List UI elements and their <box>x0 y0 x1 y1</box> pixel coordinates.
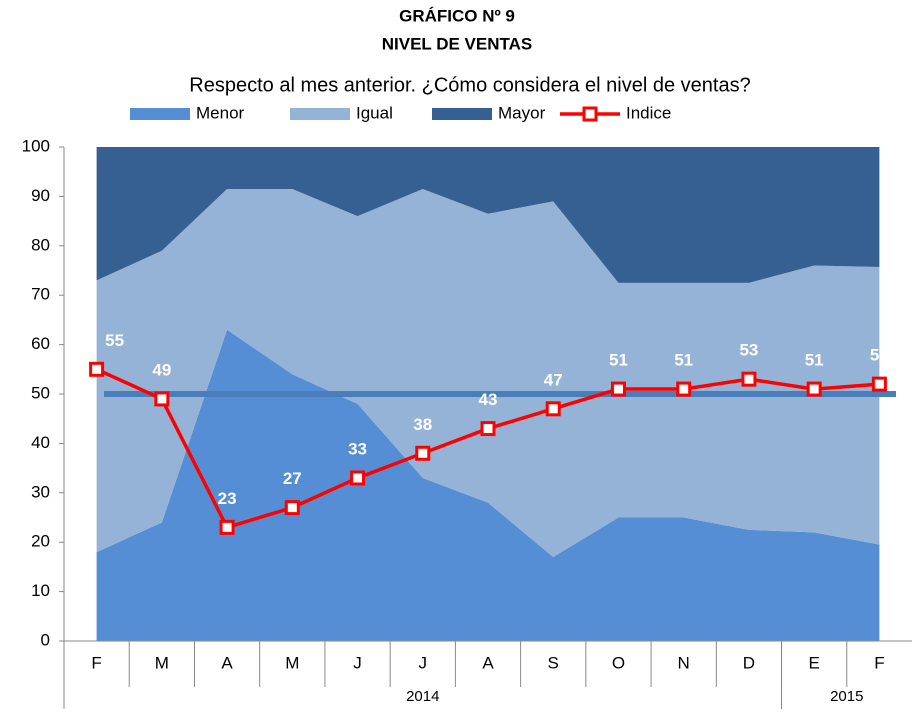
y-tick-label: 50 <box>31 383 50 402</box>
data-label: 27 <box>283 469 302 488</box>
legend-swatch <box>130 108 190 120</box>
data-label: 53 <box>739 341 758 360</box>
marker <box>284 500 300 516</box>
marker <box>219 519 235 535</box>
y-tick-label: 70 <box>31 285 50 304</box>
chart-title: GRÁFICO Nº 9 <box>399 6 515 25</box>
y-tick-label: 30 <box>31 482 50 501</box>
data-label: 23 <box>218 489 237 508</box>
marker <box>154 391 170 407</box>
y-tick-label: 60 <box>31 334 50 353</box>
y-tick-label: 90 <box>31 186 50 205</box>
x-tick-label: J <box>353 653 362 672</box>
marker <box>610 381 626 397</box>
x-tick-label: E <box>808 653 819 672</box>
legend-label: Menor <box>196 103 245 122</box>
marker <box>545 401 561 417</box>
marker <box>741 371 757 387</box>
legend-label: Indice <box>626 103 671 122</box>
data-label: 47 <box>544 370 563 389</box>
data-label: 55 <box>105 331 124 350</box>
area <box>96 329 880 641</box>
data-label: 49 <box>152 360 171 379</box>
data-label: 51 <box>609 351 628 370</box>
x-tick-label: N <box>678 653 690 672</box>
y-tick-label: 10 <box>31 581 50 600</box>
y-tick-label: 20 <box>31 532 50 551</box>
area <box>96 147 880 283</box>
x-tick-label: O <box>612 653 625 672</box>
x-tick-label: M <box>285 653 299 672</box>
data-label: 52 <box>870 346 889 365</box>
chart-title: NIVEL DE VENTAS <box>382 34 533 53</box>
data-label: 33 <box>348 439 367 458</box>
x-tick-label: S <box>548 653 559 672</box>
marker <box>415 445 431 461</box>
group-label: 2014 <box>406 688 439 705</box>
data-label: 51 <box>674 351 693 370</box>
legend-swatch <box>290 108 350 120</box>
data-label: 51 <box>805 351 824 370</box>
x-tick-label: A <box>221 653 233 672</box>
data-label: 43 <box>479 390 498 409</box>
x-tick-label: M <box>155 653 169 672</box>
data-label: 38 <box>413 415 432 434</box>
chart-subtitle: Respecto al mes anterior. ¿Cómo consider… <box>189 74 750 96</box>
legend-label: Mayor <box>498 103 546 122</box>
x-tick-label: F <box>874 653 884 672</box>
marker <box>350 470 366 486</box>
y-tick-label: 40 <box>31 433 50 452</box>
legend-label: Igual <box>356 103 393 122</box>
legend-swatch <box>432 108 492 120</box>
marker <box>480 421 496 437</box>
marker <box>806 381 822 397</box>
x-tick-label: D <box>743 653 755 672</box>
x-tick-label: A <box>482 653 494 672</box>
marker <box>89 361 105 377</box>
y-tick-label: 80 <box>31 235 50 254</box>
y-tick-label: 0 <box>41 630 50 649</box>
y-tick-label: 100 <box>22 136 50 155</box>
x-tick-label: J <box>419 653 428 672</box>
legend-swatch <box>582 106 598 122</box>
x-tick-label: F <box>91 653 101 672</box>
group-label: 2015 <box>830 688 863 705</box>
area <box>96 188 880 558</box>
marker <box>871 376 887 392</box>
marker <box>676 381 692 397</box>
